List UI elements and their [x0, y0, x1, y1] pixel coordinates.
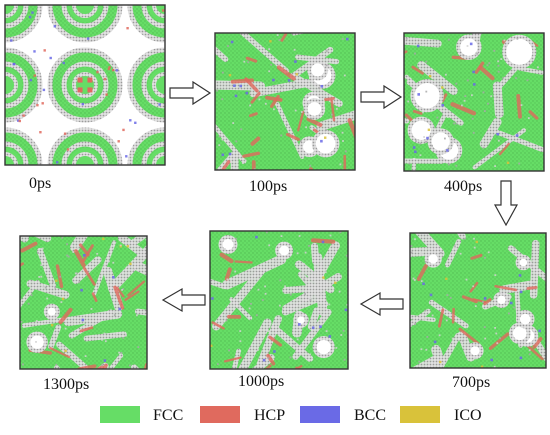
panel-100ps: 100ps: [214, 32, 356, 195]
panel-400ps-frame: [403, 32, 545, 172]
arrow-left-1000ps-to-1300ps: [161, 287, 206, 313]
legend-label-fcc: FCC: [153, 407, 183, 424]
panel-0ps: 0ps: [4, 4, 166, 192]
panel-0ps-frame: [4, 4, 166, 166]
panel-0ps-structure: [5, 5, 165, 165]
panel-label-0ps: 0ps: [29, 175, 51, 192]
panel-1300ps-structure: [20, 236, 147, 369]
panel-1000ps-frame: [209, 230, 349, 370]
panel-label-100ps: 100ps: [249, 178, 287, 195]
panel-1000ps-structure: [210, 231, 348, 369]
panel-400ps-structure: [404, 33, 544, 171]
legend-label-bcc: BCC: [354, 407, 386, 424]
panel-label-400ps: 400ps: [444, 178, 482, 195]
legend-swatch-fcc: [100, 406, 140, 423]
panel-label-700ps: 700ps: [452, 374, 490, 391]
panel-400ps: 400ps: [403, 32, 545, 195]
arrow-right-0ps-to-100ps: [169, 80, 212, 106]
panel-100ps-structure: [215, 33, 355, 170]
panel-700ps-frame: [409, 232, 547, 369]
legend-swatch-bcc: [300, 406, 340, 423]
legend-label-ico: ICO: [454, 407, 482, 424]
legend-swatch-hcp: [200, 406, 240, 423]
panel-700ps: 700ps: [409, 232, 547, 391]
legend-swatch-ico: [400, 406, 440, 423]
panel-1300ps: 1300ps: [19, 235, 148, 393]
panel-100ps-frame: [214, 32, 356, 171]
panel-label-1300ps: 1300ps: [43, 376, 89, 393]
legend-label-hcp: HCP: [254, 407, 285, 424]
arrow-right-100ps-to-400ps: [360, 84, 403, 110]
panel-1000ps: 1000ps: [209, 230, 349, 390]
arrow-down-400ps-to-700ps: [493, 180, 519, 227]
panel-1300ps-frame: [19, 235, 148, 370]
panel-label-1000ps: 1000ps: [238, 373, 284, 390]
arrow-left-700ps-to-1000ps: [359, 291, 404, 317]
legend: FCC HCP BCC ICO: [100, 406, 482, 424]
panel-700ps-structure: [410, 233, 546, 368]
